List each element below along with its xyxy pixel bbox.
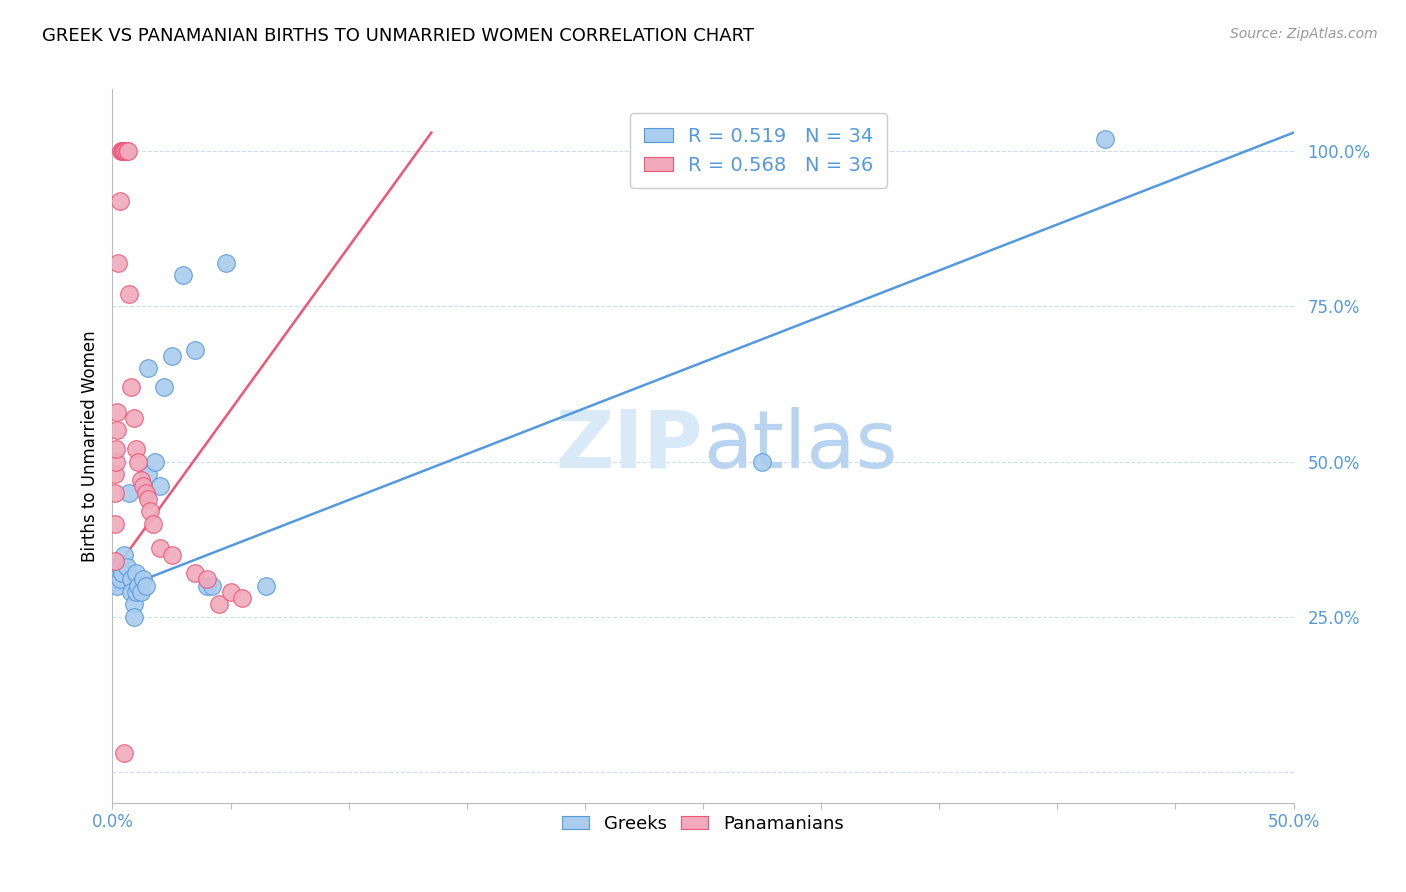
Point (112, 548, 135, 562)
Point (108, 560, 131, 574)
Point (201, 579, 224, 593)
Point (215, 256, 238, 270)
Y-axis label: Births to Unmarried Women: Births to Unmarried Women (80, 330, 98, 562)
Point (135, 579, 157, 593)
Point (195, 573, 218, 587)
Point (184, 566, 207, 581)
Point (160, 349, 183, 363)
Point (111, 566, 134, 581)
Point (231, 591, 253, 605)
Point (117, 145, 139, 159)
Point (142, 516, 165, 531)
Point (129, 584, 152, 599)
Point (136, 467, 159, 481)
Point (104, 467, 127, 481)
Point (136, 361, 159, 376)
Point (136, 491, 159, 506)
Text: atlas: atlas (703, 407, 897, 485)
Point (127, 579, 149, 593)
Point (219, 584, 242, 599)
Point (125, 566, 148, 581)
Point (105, 454, 128, 468)
Point (751, 454, 773, 468)
Point (118, 485, 141, 500)
Point (122, 597, 145, 611)
Point (105, 442, 128, 456)
Point (120, 380, 142, 394)
Point (132, 573, 155, 587)
Point (104, 516, 127, 531)
Text: Source: ZipAtlas.com: Source: ZipAtlas.com (1230, 27, 1378, 41)
Point (105, 405, 128, 419)
Point (184, 343, 207, 357)
Point (107, 256, 129, 270)
Point (125, 584, 148, 599)
Point (110, 145, 132, 159)
Point (115, 560, 138, 574)
Point (120, 584, 142, 599)
Point (112, 145, 135, 159)
Legend: Greeks, Panamanians: Greeks, Panamanians (555, 808, 851, 840)
Point (122, 411, 145, 425)
Point (149, 479, 172, 493)
Point (172, 268, 194, 283)
Point (160, 548, 183, 562)
Point (135, 485, 157, 500)
Text: ZIP: ZIP (555, 407, 703, 485)
Point (104, 485, 127, 500)
Point (125, 442, 148, 456)
Point (127, 454, 149, 468)
Point (1094, 132, 1116, 146)
Point (104, 554, 127, 568)
Point (129, 473, 152, 487)
Point (132, 479, 155, 493)
Point (208, 597, 231, 611)
Point (105, 579, 128, 593)
Point (112, 145, 135, 159)
Point (104, 560, 127, 574)
Point (139, 504, 162, 518)
Point (115, 145, 138, 159)
Point (143, 454, 166, 468)
Text: GREEK VS PANAMANIAN BIRTHS TO UNMARRIED WOMEN CORRELATION CHART: GREEK VS PANAMANIAN BIRTHS TO UNMARRIED … (42, 27, 754, 45)
Point (153, 380, 176, 394)
Point (108, 194, 131, 208)
Point (122, 609, 145, 624)
Point (111, 145, 134, 159)
Point (105, 424, 128, 438)
Point (105, 566, 128, 581)
Point (254, 579, 277, 593)
Point (108, 573, 131, 587)
Point (120, 573, 142, 587)
Point (195, 579, 218, 593)
Point (114, 145, 136, 159)
Point (149, 541, 172, 556)
Point (104, 573, 127, 587)
Point (118, 287, 141, 301)
Point (112, 746, 135, 760)
